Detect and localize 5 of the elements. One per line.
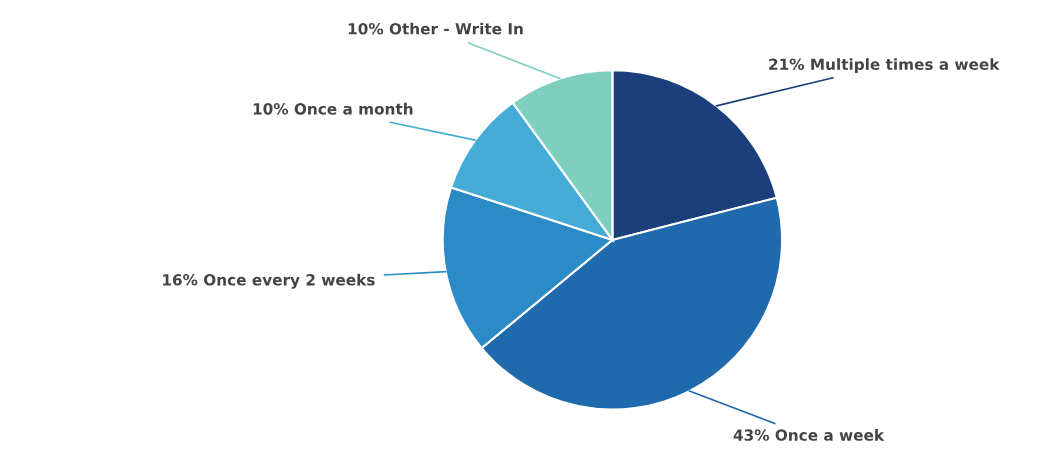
- slice-label: 21% Multiple times a week: [769, 58, 1000, 73]
- slice-label: 43% Once a week: [733, 429, 885, 441]
- slice-label: 16% Once every 2 weeks: [163, 273, 375, 289]
- slice-label: 10% Other - Write In: [348, 22, 523, 35]
- slice-label: 10% Once a month: [253, 102, 413, 115]
